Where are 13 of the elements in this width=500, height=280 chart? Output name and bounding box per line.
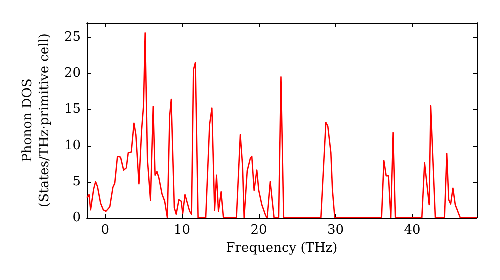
y-tick-label: 15 bbox=[64, 102, 81, 118]
x-tick-label: 0 bbox=[101, 223, 110, 238]
x-tick-label: 10 bbox=[174, 223, 190, 238]
y-tick-label: 20 bbox=[64, 66, 81, 82]
x-tick-label: 20 bbox=[250, 223, 268, 238]
y-axis-title: Phonon DOS (States/THz·primitive cell) bbox=[20, 33, 53, 208]
y-tick-label: 10 bbox=[64, 138, 81, 154]
x-tick-label: 30 bbox=[327, 223, 344, 238]
x-axis-title: Frequency (THz) bbox=[226, 240, 338, 256]
y-tick-label: 5 bbox=[72, 174, 81, 190]
x-tick-label: 40 bbox=[404, 223, 421, 238]
y-tick-label: 25 bbox=[64, 30, 81, 45]
y-tick-label: 0 bbox=[72, 210, 81, 226]
